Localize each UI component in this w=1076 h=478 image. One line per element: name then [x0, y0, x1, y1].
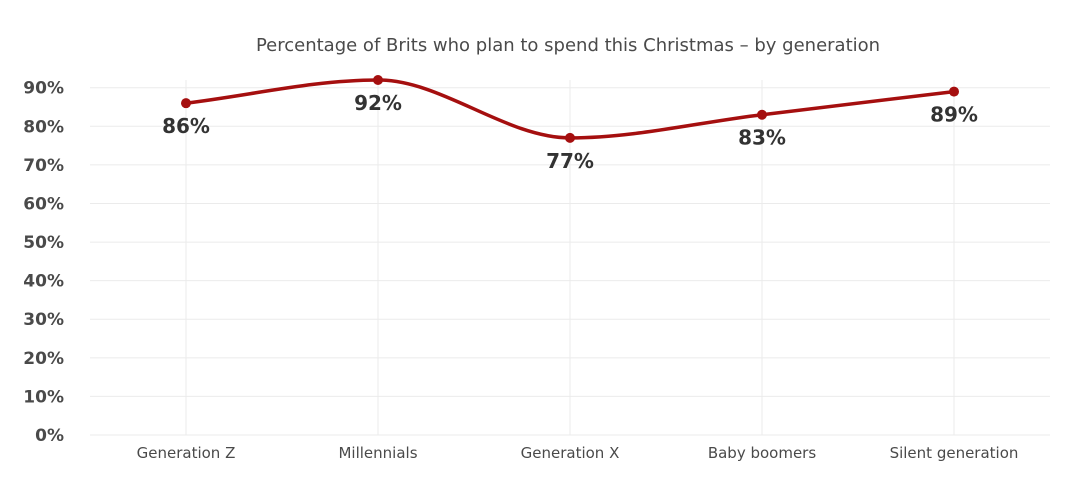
y-tick-label: 60%	[23, 194, 64, 214]
y-tick-label: 90%	[23, 79, 64, 99]
y-tick-label: 0%	[35, 426, 64, 446]
x-tick-label: Baby boomers	[708, 444, 817, 462]
data-label: 83%	[738, 126, 786, 150]
chart-title: Percentage of Brits who plan to spend th…	[256, 35, 880, 56]
x-axis: Generation Z Millennials Generation X Baby …	[137, 444, 1019, 462]
x-tick-label: Generation Z	[137, 444, 236, 462]
y-tick-label: 30%	[23, 310, 64, 330]
x-tick-label: Generation X	[521, 444, 620, 462]
y-tick-label: 80%	[23, 117, 64, 137]
data-label: 92%	[354, 91, 402, 115]
data-labels: 86% 92% 77% 83% 89%	[162, 91, 978, 173]
data-label: 77%	[546, 149, 594, 173]
y-tick-label: 50%	[23, 233, 64, 253]
data-point	[181, 98, 191, 109]
data-label: 89%	[930, 103, 978, 127]
grid	[90, 80, 1050, 436]
data-label: 86%	[162, 114, 210, 138]
data-point	[373, 75, 383, 85]
x-tick-label: Millennials	[338, 444, 417, 462]
y-tick-label: 70%	[23, 156, 64, 176]
y-tick-label: 40%	[23, 272, 64, 292]
x-tick-label: Silent generation	[890, 444, 1019, 462]
data-point	[565, 132, 575, 143]
y-tick-label: 20%	[23, 349, 64, 369]
data-points	[181, 75, 959, 143]
data-point	[949, 86, 959, 97]
data-point	[757, 109, 767, 120]
y-axis: 0% 10% 20% 30% 40% 50% 60% 70% 80% 90%	[23, 79, 64, 446]
y-tick-label: 10%	[23, 387, 64, 407]
